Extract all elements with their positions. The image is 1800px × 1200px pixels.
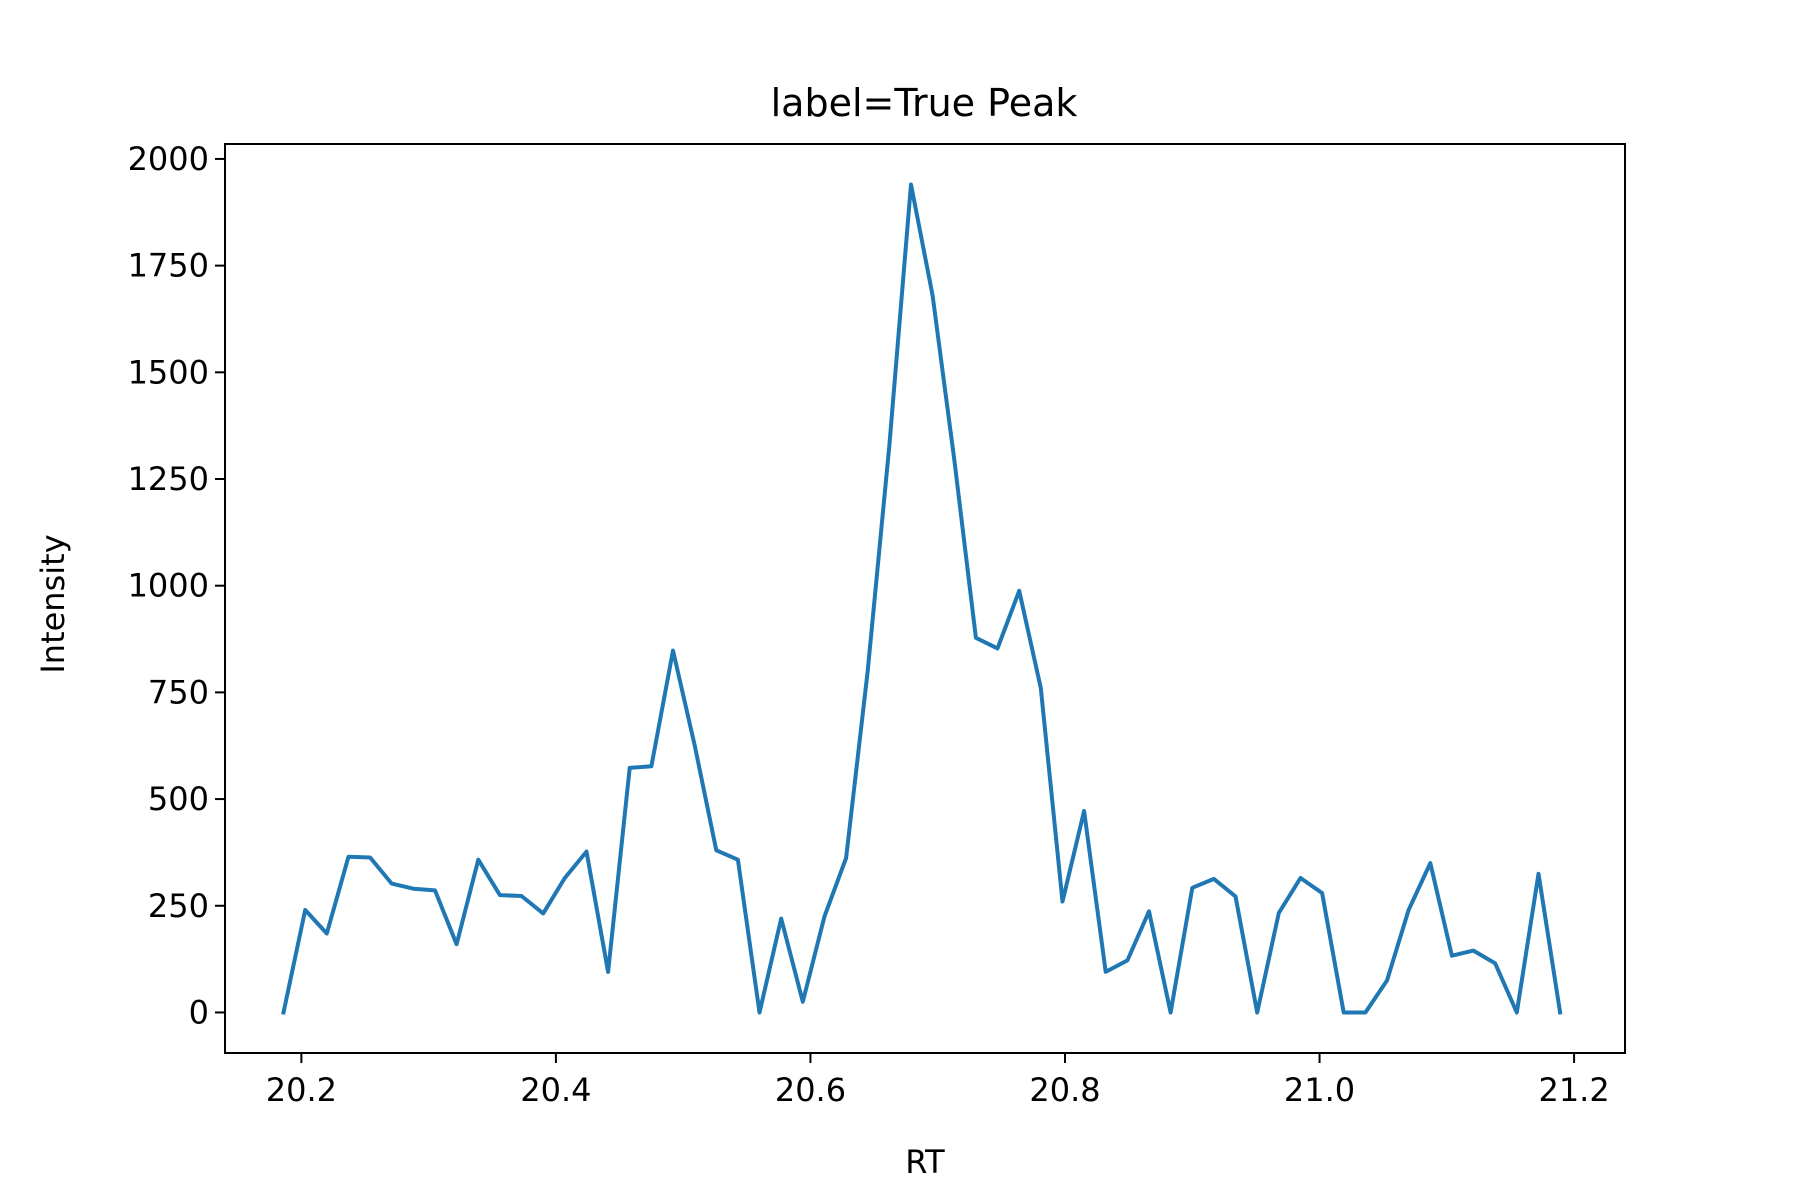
x-tick-label: 20.8: [1029, 1071, 1100, 1109]
x-axis: 20.2 20.4 20.6 20.8 21.0 21.2: [266, 1053, 1610, 1109]
x-tick-label: 20.2: [266, 1071, 337, 1109]
x-tick-label: 21.0: [1284, 1071, 1355, 1109]
y-tick-label: 1000: [128, 567, 209, 605]
y-tick-label: 0: [189, 993, 209, 1031]
y-axis: 0 250 500 750 1000 1250 1500 1750 2000: [128, 140, 225, 1031]
y-tick-label: 250: [148, 887, 209, 925]
y-tick-label: 1250: [128, 460, 209, 498]
plot-area: [281, 182, 1563, 1015]
x-tick-label: 20.6: [775, 1071, 846, 1109]
y-axis-title: Intensity: [34, 534, 72, 673]
x-tick-label: 21.2: [1538, 1071, 1609, 1109]
x-axis-title: RT: [905, 1143, 945, 1181]
series-line-0: [281, 182, 1563, 1015]
y-tick-label: 1500: [128, 353, 209, 391]
chart-title: label=True Peak: [771, 81, 1078, 125]
y-tick-label: 2000: [128, 140, 209, 178]
plot-frame: [224, 143, 1626, 1054]
y-tick-label: 500: [148, 780, 209, 818]
x-tick-label: 20.4: [520, 1071, 591, 1109]
y-tick-label: 750: [148, 673, 209, 711]
y-tick-label: 1750: [128, 247, 209, 285]
